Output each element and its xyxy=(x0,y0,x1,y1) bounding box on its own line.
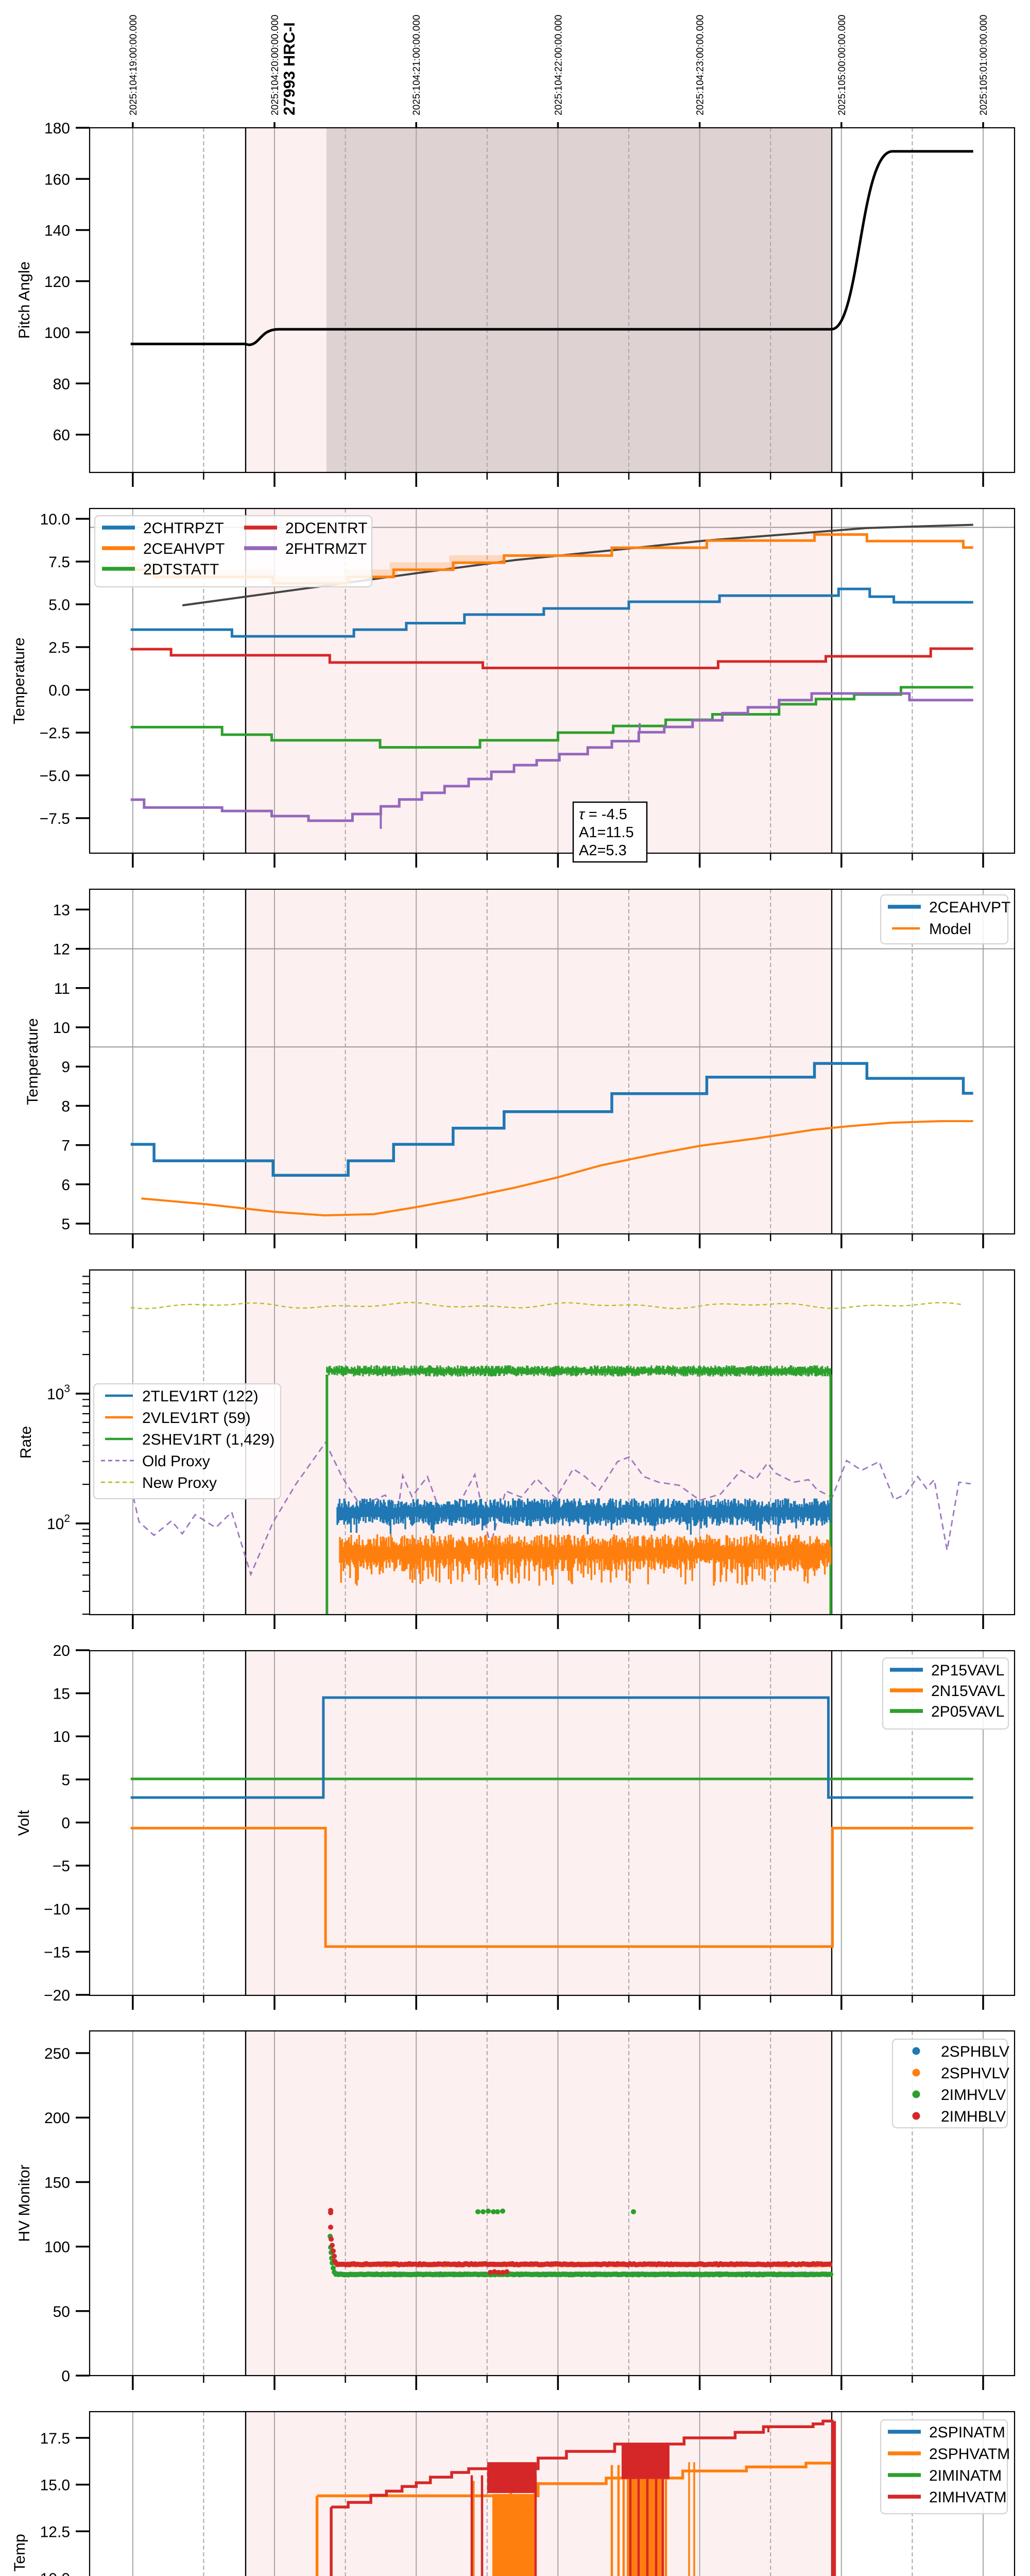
svg-text:Temperature: Temperature xyxy=(11,637,28,724)
svg-text:5: 5 xyxy=(61,1216,70,1233)
svg-text:80: 80 xyxy=(53,376,70,393)
svg-text:Pitch Angle: Pitch Angle xyxy=(16,261,33,338)
svg-text:τ = -4.5: τ = -4.5 xyxy=(579,806,627,823)
svg-text:0.0: 0.0 xyxy=(48,682,70,699)
svg-text:50: 50 xyxy=(53,2303,70,2320)
svg-text:10.0: 10.0 xyxy=(40,511,70,528)
svg-text:2TLEV1RT (122): 2TLEV1RT (122) xyxy=(142,1388,259,1405)
svg-text:0: 0 xyxy=(61,2368,70,2385)
svg-text:5: 5 xyxy=(61,1772,70,1789)
svg-text:2025:105:01:00:00.000: 2025:105:01:00:00.000 xyxy=(978,15,989,115)
svg-text:60: 60 xyxy=(53,427,70,444)
svg-text:2025:104:20:00:00.000: 2025:104:20:00:00.000 xyxy=(270,15,281,115)
svg-text:2FHTRMZT: 2FHTRMZT xyxy=(285,540,367,557)
svg-text:11: 11 xyxy=(54,980,70,997)
svg-text:250: 250 xyxy=(44,2045,70,2062)
svg-text:120: 120 xyxy=(44,274,70,291)
svg-text:−5.0: −5.0 xyxy=(40,768,70,785)
svg-text:2SPHVATM: 2SPHVATM xyxy=(929,2446,1010,2463)
svg-text:−20: −20 xyxy=(44,1987,70,2004)
svg-text:A2=5.3: A2=5.3 xyxy=(579,842,627,859)
svg-text:140: 140 xyxy=(44,223,70,240)
svg-text:10.0: 10.0 xyxy=(40,2570,70,2576)
svg-text:Volt: Volt xyxy=(15,1810,32,1836)
svg-text:2IMHVATM: 2IMHVATM xyxy=(929,2489,1007,2506)
svg-text:15: 15 xyxy=(53,1686,70,1703)
svg-text:2SHEV1RT (1,429): 2SHEV1RT (1,429) xyxy=(142,1431,274,1448)
svg-text:Old Proxy: Old Proxy xyxy=(142,1453,210,1470)
svg-text:Detector Temp: Detector Temp xyxy=(11,2534,28,2576)
svg-text:−10: −10 xyxy=(44,1901,70,1918)
svg-text:2025:104:23:00:00.000: 2025:104:23:00:00.000 xyxy=(695,15,706,115)
svg-text:12: 12 xyxy=(53,941,70,958)
svg-text:2VLEV1RT (59): 2VLEV1RT (59) xyxy=(142,1410,251,1427)
svg-text:10: 10 xyxy=(53,1728,70,1745)
svg-text:9: 9 xyxy=(61,1059,70,1076)
svg-text:−2.5: −2.5 xyxy=(40,725,70,742)
svg-text:12.5: 12.5 xyxy=(40,2523,70,2540)
svg-text:27993 HRC-I: 27993 HRC-I xyxy=(280,22,298,115)
svg-text:180: 180 xyxy=(44,120,70,137)
svg-text:7.5: 7.5 xyxy=(48,554,70,571)
svg-text:−5: −5 xyxy=(53,1858,70,1875)
svg-text:2DTSTATT: 2DTSTATT xyxy=(143,561,219,578)
svg-text:2DCENTRT: 2DCENTRT xyxy=(285,520,367,537)
svg-text:New Proxy: New Proxy xyxy=(142,1475,217,1492)
svg-text:8: 8 xyxy=(61,1098,70,1115)
svg-text:2.5: 2.5 xyxy=(48,639,70,656)
svg-text:13: 13 xyxy=(53,902,70,919)
svg-text:2025:105:00:00:00.000: 2025:105:00:00:00.000 xyxy=(837,15,848,115)
svg-text:2IMHBLV: 2IMHBLV xyxy=(941,2108,1006,2125)
svg-text:160: 160 xyxy=(44,171,70,188)
svg-text:5.0: 5.0 xyxy=(48,597,70,614)
svg-text:150: 150 xyxy=(44,2174,70,2191)
svg-text:2SPHVLV: 2SPHVLV xyxy=(941,2065,1009,2082)
svg-text:2IMHVLV: 2IMHVLV xyxy=(941,2087,1006,2104)
svg-text:2CHTRPZT: 2CHTRPZT xyxy=(143,520,224,537)
svg-text:0: 0 xyxy=(61,1815,70,1832)
svg-text:17.5: 17.5 xyxy=(40,2430,70,2447)
svg-text:2P15VAVL: 2P15VAVL xyxy=(931,1662,1004,1679)
svg-text:Temperature: Temperature xyxy=(24,1018,41,1105)
svg-text:6: 6 xyxy=(61,1177,70,1194)
svg-text:2P05VAVL: 2P05VAVL xyxy=(931,1703,1004,1720)
svg-text:2CEAHVPT: 2CEAHVPT xyxy=(929,899,1010,916)
svg-text:2025:104:21:00:00.000: 2025:104:21:00:00.000 xyxy=(411,15,422,115)
svg-text:10: 10 xyxy=(53,1020,70,1037)
svg-text:2025:104:22:00:00.000: 2025:104:22:00:00.000 xyxy=(553,15,564,115)
svg-text:15.0: 15.0 xyxy=(40,2477,70,2494)
svg-text:200: 200 xyxy=(44,2110,70,2127)
svg-text:20: 20 xyxy=(53,1642,70,1659)
svg-text:2025:104:19:00:00.000: 2025:104:19:00:00.000 xyxy=(128,15,139,115)
svg-text:A1=11.5: A1=11.5 xyxy=(579,824,634,841)
svg-text:2SPINATM: 2SPINATM xyxy=(929,2424,1005,2441)
svg-text:−7.5: −7.5 xyxy=(40,810,70,827)
svg-text:100: 100 xyxy=(44,2239,70,2256)
svg-text:2SPHBLV: 2SPHBLV xyxy=(941,2043,1009,2060)
svg-text:HV Monitor: HV Monitor xyxy=(16,2164,33,2242)
svg-text:Rate: Rate xyxy=(18,1426,35,1459)
svg-text:2CEAHVPT: 2CEAHVPT xyxy=(143,540,225,557)
svg-text:7: 7 xyxy=(61,1138,70,1155)
svg-text:100: 100 xyxy=(44,325,70,342)
svg-text:−15: −15 xyxy=(44,1944,70,1961)
svg-text:2IMINATM: 2IMINATM xyxy=(929,2467,1002,2484)
svg-text:2N15VAVL: 2N15VAVL xyxy=(931,1683,1005,1700)
svg-text:Model: Model xyxy=(929,921,971,938)
